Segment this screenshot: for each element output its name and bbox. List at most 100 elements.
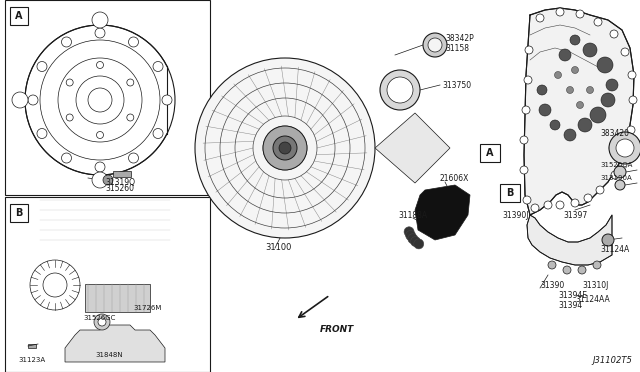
Circle shape	[572, 67, 579, 74]
Text: 31526GC: 31526GC	[84, 315, 116, 321]
Text: FRONT: FRONT	[320, 326, 355, 334]
Circle shape	[621, 48, 629, 56]
Circle shape	[61, 153, 72, 163]
Circle shape	[153, 61, 163, 71]
Bar	[10, 7, 28, 25]
Circle shape	[522, 106, 530, 114]
Circle shape	[61, 37, 72, 47]
Circle shape	[611, 171, 619, 179]
Text: 31397: 31397	[563, 211, 588, 219]
Circle shape	[550, 120, 560, 130]
Polygon shape	[527, 215, 612, 265]
Text: 383420: 383420	[600, 128, 629, 138]
Circle shape	[583, 43, 597, 57]
Circle shape	[423, 33, 447, 57]
Bar	[113, 171, 131, 177]
Circle shape	[37, 128, 47, 138]
Bar	[28, 344, 36, 348]
Circle shape	[556, 201, 564, 209]
Polygon shape	[65, 325, 165, 362]
Text: 31188A: 31188A	[398, 211, 427, 219]
Text: 31123A: 31123A	[18, 357, 45, 363]
Circle shape	[380, 70, 420, 110]
Circle shape	[103, 175, 113, 185]
Circle shape	[578, 118, 592, 132]
Circle shape	[537, 85, 547, 95]
Bar	[10, 204, 28, 222]
Circle shape	[539, 104, 551, 116]
Circle shape	[92, 172, 108, 188]
Circle shape	[609, 132, 640, 164]
Text: 31726M: 31726M	[133, 305, 161, 311]
Circle shape	[621, 151, 629, 159]
Circle shape	[97, 61, 104, 68]
Circle shape	[12, 92, 28, 108]
Circle shape	[563, 266, 571, 274]
Circle shape	[597, 57, 613, 73]
Circle shape	[602, 234, 614, 246]
Text: 315260: 315260	[105, 183, 134, 192]
Circle shape	[596, 186, 604, 194]
Bar	[480, 144, 500, 162]
Circle shape	[273, 136, 297, 160]
Text: A: A	[486, 148, 493, 158]
Bar	[85, 284, 150, 312]
Circle shape	[263, 126, 307, 170]
Circle shape	[28, 95, 38, 105]
Polygon shape	[415, 185, 470, 240]
Text: 31390J: 31390J	[502, 211, 529, 219]
Circle shape	[616, 139, 634, 157]
Circle shape	[536, 14, 544, 22]
Circle shape	[571, 199, 579, 207]
Circle shape	[520, 166, 528, 174]
Circle shape	[127, 114, 134, 121]
Text: J31102T5: J31102T5	[592, 356, 632, 365]
Circle shape	[531, 204, 539, 212]
Text: 31526QA: 31526QA	[600, 162, 632, 168]
Bar	[5, 0, 210, 195]
Circle shape	[404, 227, 414, 237]
Circle shape	[559, 49, 571, 61]
Circle shape	[520, 136, 528, 144]
Text: 38342P: 38342P	[445, 33, 474, 42]
Circle shape	[584, 194, 592, 202]
Text: A: A	[15, 11, 23, 21]
Text: 31158: 31158	[445, 44, 469, 52]
Circle shape	[66, 114, 73, 121]
Circle shape	[95, 162, 105, 172]
Circle shape	[195, 58, 375, 238]
Text: B: B	[506, 188, 514, 198]
Circle shape	[590, 107, 606, 123]
Circle shape	[566, 87, 573, 93]
Circle shape	[97, 131, 104, 138]
Circle shape	[279, 142, 291, 154]
Circle shape	[601, 93, 615, 107]
Circle shape	[95, 28, 105, 38]
Circle shape	[556, 8, 564, 16]
Circle shape	[614, 166, 626, 178]
Bar	[5, 197, 210, 372]
Circle shape	[410, 237, 420, 247]
Circle shape	[428, 38, 442, 52]
Circle shape	[610, 30, 618, 38]
Text: 313750: 313750	[442, 80, 471, 90]
Text: 313190A: 313190A	[600, 175, 632, 181]
Circle shape	[570, 35, 580, 45]
Text: 31394E: 31394E	[558, 291, 587, 299]
Text: 31848N: 31848N	[95, 352, 123, 358]
Circle shape	[628, 71, 636, 79]
Circle shape	[524, 76, 532, 84]
Polygon shape	[524, 8, 634, 215]
Text: 31310J: 31310J	[582, 280, 609, 289]
Circle shape	[586, 87, 593, 93]
Circle shape	[408, 234, 418, 244]
Circle shape	[153, 128, 163, 138]
Circle shape	[577, 102, 584, 109]
Circle shape	[406, 230, 415, 240]
Circle shape	[576, 10, 584, 18]
Text: 31390: 31390	[540, 280, 564, 289]
Circle shape	[129, 153, 138, 163]
Circle shape	[615, 180, 625, 190]
Text: 21606X: 21606X	[440, 173, 469, 183]
Circle shape	[554, 71, 561, 78]
